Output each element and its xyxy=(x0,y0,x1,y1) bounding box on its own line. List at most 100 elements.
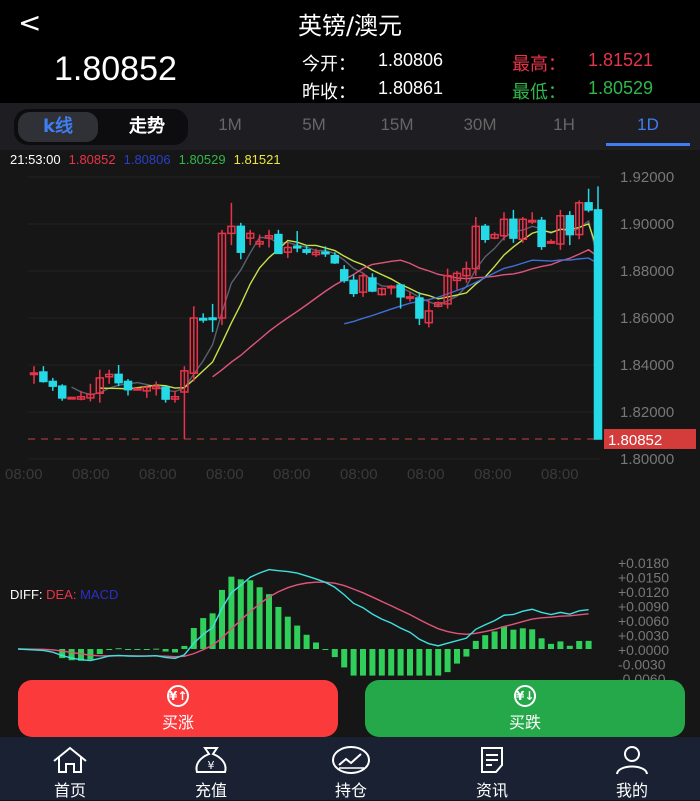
yuan-down-icon: ¥↓ xyxy=(514,685,536,707)
tab-trend[interactable]: 走势 xyxy=(129,116,165,137)
y-tick-label: 1.80000 xyxy=(620,451,674,468)
candle-down xyxy=(274,233,283,255)
candle-down xyxy=(584,202,593,211)
chart-icon xyxy=(332,746,370,774)
candle-up xyxy=(574,202,584,236)
nav-recharge[interactable]: ¥ 充值 xyxy=(171,745,251,801)
kline-chart[interactable]: 1.92000 1.90000 1.88000 1.86000 1.84000 1.820… xyxy=(0,0,700,680)
macd-bar xyxy=(162,649,169,652)
macd-bar xyxy=(209,613,216,649)
macd-bar xyxy=(68,649,75,661)
candle-down xyxy=(349,279,358,295)
candle-down xyxy=(321,251,330,255)
y-tick-label: 1.84000 xyxy=(620,357,674,374)
candle-down xyxy=(57,385,67,399)
current-price: 1.80852 xyxy=(54,50,177,88)
macd-bar xyxy=(284,616,291,649)
macd-bar xyxy=(501,626,507,649)
ma20-line xyxy=(212,248,599,378)
macd-bar xyxy=(294,625,301,649)
macd-bar xyxy=(350,649,357,676)
macd-bar xyxy=(134,649,141,650)
active-tab-indicator xyxy=(606,143,690,146)
macd-bar xyxy=(416,649,423,676)
tab-1m[interactable]: 1M xyxy=(218,115,242,134)
nav-news[interactable]: 资讯 xyxy=(452,745,532,801)
last-price-value: 1.80852 xyxy=(608,432,662,449)
open-value: 1.80806 xyxy=(378,50,444,70)
x-tick-label: 08:00 xyxy=(206,466,244,483)
candle-down xyxy=(39,371,48,383)
info-open: 1.80806 xyxy=(123,152,171,167)
candle-up xyxy=(142,386,152,392)
candle-down xyxy=(198,317,208,321)
candle-up xyxy=(424,310,434,324)
candle-up xyxy=(67,396,76,400)
buy-down-button[interactable]: ¥↓ 买跌 xyxy=(365,680,685,737)
low-value: 1.80529 xyxy=(588,78,654,98)
macd-bar xyxy=(256,587,263,649)
candle-up xyxy=(405,296,415,300)
candle-up xyxy=(377,287,387,296)
home-icon xyxy=(53,746,87,773)
tab-kline[interactable]: k线 xyxy=(18,112,98,142)
macd-bar xyxy=(557,641,564,649)
buy-down-label: 买跌 xyxy=(508,713,541,732)
tab-1d[interactable]: 1D xyxy=(637,115,659,134)
back-button[interactable]: < xyxy=(18,6,42,39)
candle-down xyxy=(537,219,546,248)
candle-up xyxy=(462,267,471,277)
low-label: 最低： xyxy=(512,82,566,102)
tab-30m[interactable]: 30M xyxy=(463,115,497,134)
candle-down xyxy=(396,284,405,298)
info-time: 21:53:00 xyxy=(10,152,61,167)
tab-5m[interactable]: 5M xyxy=(302,115,326,134)
info-high: 1.81521 xyxy=(233,152,281,167)
candle-up xyxy=(556,215,565,245)
nav-positions[interactable]: 持仓 xyxy=(311,745,391,801)
x-tick-label: 08:00 xyxy=(139,466,177,483)
candle-up xyxy=(546,240,556,244)
page-title: 英镑/澳元 xyxy=(297,12,403,40)
macd-bar xyxy=(510,629,517,649)
candle-up xyxy=(95,377,105,394)
macd-bar xyxy=(454,649,460,664)
candle-up xyxy=(170,395,180,400)
macd-bar xyxy=(407,649,413,676)
candle-up xyxy=(29,372,39,376)
macd-bar xyxy=(87,649,94,660)
macd-bar xyxy=(322,649,329,650)
header: < 英镑/澳元 1.80852 今开： 1.80806 昨收： 1.80861 … xyxy=(0,0,700,103)
macd-bar xyxy=(266,594,272,649)
nav-profile[interactable]: 我的 xyxy=(592,745,672,801)
macd-bar xyxy=(425,649,432,676)
x-tick-label: 08:00 xyxy=(407,466,445,483)
yuan-up-icon: ¥↑ xyxy=(167,685,189,707)
ma30-line xyxy=(344,257,599,325)
macd-y-tick: +0.0030 xyxy=(618,628,669,644)
candle-up xyxy=(151,385,161,390)
candle-down xyxy=(480,225,490,241)
candle-up xyxy=(264,235,274,239)
macd-y-tick: +0.0120 xyxy=(618,584,669,600)
candle-down xyxy=(415,297,424,319)
buy-up-button[interactable]: ¥↑ 买涨 xyxy=(18,680,338,737)
tab-15m[interactable]: 15M xyxy=(380,115,414,134)
x-tick-label: 08:00 xyxy=(273,466,311,483)
macd-bar xyxy=(115,648,122,650)
y-tick-label: 1.88000 xyxy=(620,263,674,280)
nav-home[interactable]: 首页 xyxy=(30,745,110,801)
y-tick-label: 1.86000 xyxy=(620,310,674,327)
macd-bar xyxy=(360,649,366,676)
user-icon xyxy=(616,746,648,775)
open-label: 今开： xyxy=(302,54,356,74)
x-tick-label: 08:00 xyxy=(5,466,43,483)
macd-y-tick: +0.0150 xyxy=(618,570,669,586)
macd-bar xyxy=(181,645,188,649)
macd-bar xyxy=(172,649,178,653)
tab-1h[interactable]: 1H xyxy=(553,115,575,134)
y-tick-label: 1.92000 xyxy=(620,169,674,186)
candle-up xyxy=(386,285,396,289)
macd-bar xyxy=(247,580,254,649)
candle-up xyxy=(490,233,499,239)
